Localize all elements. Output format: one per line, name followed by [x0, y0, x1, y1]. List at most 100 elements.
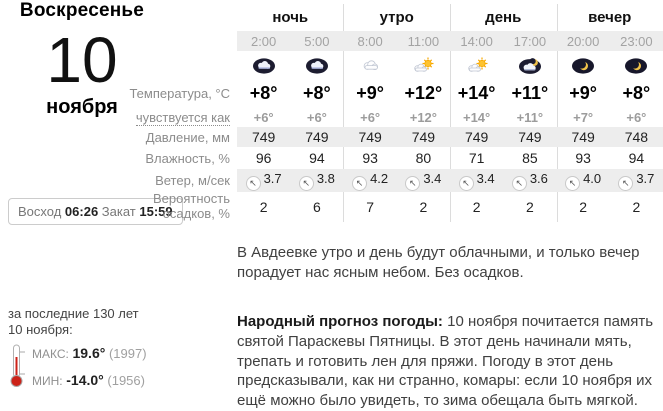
- time-cell: 8:00: [357, 33, 383, 49]
- group-separator: [450, 4, 451, 222]
- pressure-cell: 749: [571, 129, 595, 145]
- humidity-cell: 94: [628, 150, 645, 166]
- wind-direction-icon: ↖: [618, 175, 634, 191]
- wind-speed: 3.4: [423, 170, 442, 186]
- temp-cell: +9°: [356, 83, 384, 103]
- wind-label: Ветер, м/сек: [155, 173, 230, 188]
- feels-cell: +12°: [409, 109, 437, 125]
- wind-cell: ↖ 4.2: [344, 171, 397, 191]
- temp-cell: +11°: [511, 83, 549, 103]
- pressure-cell: 749: [305, 129, 329, 145]
- wind-cell: ↖ 3.7: [610, 171, 663, 191]
- record-min-year: (1956): [107, 372, 145, 388]
- feels-like-label[interactable]: чувствуется как: [135, 109, 230, 126]
- wind-cell: ↖ 3.6: [503, 171, 556, 191]
- precipitation-row: Вероятность осадков, % 2 6 7 2 2 2 2 2: [0, 191, 663, 222]
- precip-cell: 2: [579, 199, 588, 215]
- group-label-1: ночь: [272, 9, 309, 26]
- time-cell: 17:00: [513, 33, 547, 49]
- wind-direction-icon: ↖: [565, 175, 581, 191]
- hours-row: 2:00 5:00 8:00 11:00 14:00 17:00 20:00 23:00: [0, 31, 663, 51]
- temp-cell: +12°: [404, 83, 443, 103]
- pressure-cell: 749: [251, 129, 276, 145]
- wind-direction-icon: ↖: [352, 175, 368, 191]
- date-block: Воскресенье 10 ноября: [0, 0, 164, 119]
- thermometer-icon: [8, 343, 28, 392]
- sunset-label: Закат: [101, 204, 136, 219]
- temp-cell: +8°: [622, 83, 651, 103]
- history-intro-line2: 10 ноября:: [8, 322, 73, 338]
- wind-direction-icon: ↖: [511, 175, 527, 191]
- wind-cell: ↖ 3.4: [450, 171, 503, 191]
- humidity-cell: 96: [255, 150, 272, 166]
- humidity-cell: 80: [415, 150, 432, 166]
- record-min-label: МИН:: [32, 373, 63, 388]
- wind-cell: ↖ 3.7: [237, 171, 290, 191]
- pressure-cell: 749: [411, 129, 436, 145]
- humidity-cell: 85: [522, 150, 538, 166]
- record-max-label: МАКС:: [32, 346, 69, 361]
- pressure-cell: 749: [464, 129, 489, 145]
- time-cell: 20:00: [566, 33, 600, 49]
- month-name: ноября: [46, 96, 118, 118]
- group-label-2: утро: [379, 9, 414, 26]
- forecast-table: 2:00 5:00 8:00 11:00 14:00 17:00 20:00 23:00 Те…: [0, 31, 663, 222]
- time-cell: 5:00: [304, 33, 330, 49]
- record-min: МИН: -14.0° (1956): [32, 372, 147, 388]
- precip-cell: 2: [632, 199, 641, 215]
- temperature-row: Температура, °C +8° +8° +9° +12° +14° +11° +9°…: [0, 80, 663, 107]
- folk-forecast: Народный прогноз погоды: 10 ноября почит…: [237, 312, 663, 411]
- wind-direction-icon: ↖: [458, 175, 474, 191]
- temperature-label: Температура, °C: [129, 86, 230, 101]
- record-max-value: 19.6°: [72, 344, 106, 361]
- history-intro-line1: за последние 130 лет: [8, 306, 139, 321]
- feels-cell: +11°: [516, 109, 544, 125]
- wind-cell: ↖ 3.4: [397, 171, 450, 191]
- folk-forecast-text: 10 ноября почитается память святой Парас…: [237, 313, 654, 410]
- time-cell: 2:00: [250, 33, 277, 49]
- precip-cell: 6: [312, 199, 321, 215]
- precip-cell: 2: [419, 199, 428, 215]
- folk-forecast-title: Народный прогноз погоды:: [237, 313, 443, 330]
- humidity-row: Влажность, % 96 94 93 80 71 85 93 94: [0, 147, 663, 169]
- pressure-label: Давление, мм: [145, 129, 230, 145]
- wind-speed: 3.7: [636, 170, 655, 186]
- precip-cell: 2: [525, 199, 534, 215]
- wind-row: Ветер, м/сек ↖ 3.7 ↖ 3.8 ↖ 4.2 ↖ 3.4 ↖ 3.4 ↖ 3.6 ↖ 4.…: [0, 169, 663, 192]
- climate-history: за последние 130 лет 10 ноября: МАКС: 19…: [8, 306, 147, 392]
- night-cloudy-icon: [503, 56, 556, 76]
- record-max-year: (1997): [108, 345, 147, 361]
- feels-cell: +6°: [360, 109, 381, 125]
- wind-cell: ↖ 3.8: [290, 171, 343, 191]
- wind-speed: 4.0: [583, 170, 602, 186]
- pressure-cell: 749: [358, 129, 382, 145]
- wind-cell: ↖ 4.0: [557, 171, 610, 191]
- feels-cell: +6°: [306, 109, 327, 125]
- forecast-summary: В Авдеевке утро и день будут облачными, …: [237, 244, 640, 282]
- feels-like-row: чувствуется как +6° +6° +6° +12° +14° +11° +7°…: [0, 107, 663, 127]
- group-label-4: вечер: [588, 9, 632, 26]
- time-of-day-header: ночь утро день вечер: [237, 6, 663, 30]
- wind-direction-icon: ↖: [245, 175, 261, 191]
- weather-icons-row: [0, 51, 663, 80]
- temp-cell: +8°: [303, 83, 331, 103]
- time-cell: 11:00: [407, 33, 440, 49]
- humidity-cell: 93: [362, 150, 378, 166]
- time-cell: 23:00: [620, 33, 653, 49]
- temp-cell: +14°: [457, 83, 496, 103]
- group-separator: [343, 4, 344, 222]
- humidity-cell: 94: [309, 150, 325, 166]
- cloudy-icon: [344, 56, 397, 76]
- feels-cell: +6°: [626, 109, 647, 125]
- day-number: 10: [46, 24, 118, 96]
- humidity-cell: 93: [575, 150, 591, 166]
- record-min-value: -14.0°: [66, 371, 104, 388]
- feels-cell: +7°: [573, 109, 594, 125]
- temp-cell: +9°: [569, 83, 597, 103]
- pressure-row: Давление, мм 749 749 749 749 749 749 749 748: [0, 127, 663, 147]
- temp-cell: +8°: [249, 83, 278, 103]
- sunset-time: 15:59: [139, 204, 173, 219]
- precip-cell: 2: [472, 199, 481, 215]
- partly-sunny-icon: [450, 56, 503, 76]
